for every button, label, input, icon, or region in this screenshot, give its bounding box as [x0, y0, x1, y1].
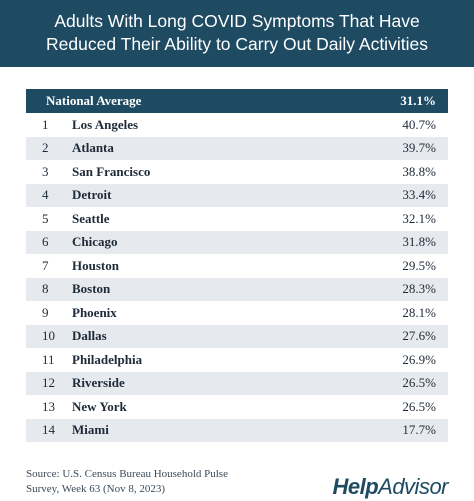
- ranking-table: National Average 31.1% 1 Los Angeles 40.7%…: [26, 89, 448, 442]
- row-percentage: 39.7%: [402, 140, 436, 156]
- row-rank: 3: [42, 163, 49, 179]
- national-average-label: National Average: [46, 93, 142, 108]
- row-city: New York: [72, 398, 127, 414]
- table-row: 4 Detroit 33.4%: [26, 183, 448, 207]
- row-rank: 1: [42, 116, 49, 132]
- row-percentage: 40.7%: [402, 116, 436, 132]
- row-percentage: 26.9%: [402, 351, 436, 367]
- row-rank: 9: [42, 304, 49, 320]
- row-rank: 12: [42, 375, 55, 391]
- source-line-1: Source: U.S. Census Bureau Household Pul…: [26, 468, 228, 480]
- row-rank: 2: [42, 140, 49, 156]
- row-percentage: 17.7%: [402, 422, 436, 438]
- logo-help-text: Help: [332, 474, 379, 499]
- row-rank: 11: [42, 351, 55, 367]
- table-row: 5 Seattle 32.1%: [26, 207, 448, 231]
- row-city: Seattle: [72, 210, 110, 226]
- row-city: Dallas: [72, 328, 107, 344]
- title-line-1: Adults With Long COVID Symptoms That Hav…: [54, 11, 420, 31]
- table-row: 9 Phoenix 28.1%: [26, 301, 448, 325]
- row-rank: 8: [42, 281, 49, 297]
- title-line-2: Reduced Their Ability to Carry Out Daily…: [46, 34, 428, 54]
- table-row: 13 New York 26.5%: [26, 395, 448, 419]
- source-line-2: Survey, Week 63 (Nov 8, 2023): [26, 483, 166, 495]
- national-average-row: National Average 31.1%: [26, 89, 448, 113]
- row-percentage: 38.8%: [402, 163, 436, 179]
- row-rank: 7: [42, 257, 49, 273]
- table-row: 6 Chicago 31.8%: [26, 230, 448, 254]
- title-banner: Adults With Long COVID Symptoms That Hav…: [0, 0, 474, 67]
- row-percentage: 33.4%: [402, 187, 436, 203]
- row-rank: 5: [42, 210, 49, 226]
- table-row: 7 Houston 29.5%: [26, 254, 448, 278]
- table-row: 3 San Francisco 38.8%: [26, 160, 448, 184]
- row-city: Miami: [72, 422, 109, 438]
- table-row: 11 Philadelphia 26.9%: [26, 348, 448, 372]
- row-rank: 10: [42, 328, 55, 344]
- row-percentage: 28.3%: [402, 281, 436, 297]
- source-note: Source: U.S. Census Bureau Household Pul…: [26, 467, 228, 497]
- row-percentage: 26.5%: [402, 375, 436, 391]
- table-row: 1 Los Angeles 40.7%: [26, 113, 448, 137]
- row-rank: 4: [42, 187, 49, 203]
- row-city: Detroit: [72, 187, 112, 203]
- logo-advisor-text: Advisor: [378, 474, 448, 499]
- row-rank: 14: [42, 422, 55, 438]
- national-average-value: 31.1%: [400, 93, 436, 108]
- row-percentage: 27.6%: [402, 328, 436, 344]
- row-city: Boston: [72, 281, 111, 297]
- table-row: 2 Atlanta 39.7%: [26, 136, 448, 160]
- row-percentage: 31.8%: [402, 234, 436, 250]
- row-rank: 13: [42, 398, 55, 414]
- table-row: 10 Dallas 27.6%: [26, 324, 448, 348]
- row-city: Atlanta: [72, 140, 114, 156]
- row-city: Philadelphia: [72, 351, 143, 367]
- row-percentage: 28.1%: [402, 304, 436, 320]
- row-city: Phoenix: [72, 304, 117, 320]
- row-city: Houston: [72, 257, 119, 273]
- row-city: Los Angeles: [72, 116, 139, 132]
- table-row: 8 Boston 28.3%: [26, 277, 448, 301]
- row-percentage: 32.1%: [402, 210, 436, 226]
- row-city: Riverside: [72, 375, 125, 391]
- row-rank: 6: [42, 234, 49, 250]
- row-city: Chicago: [72, 234, 118, 250]
- row-percentage: 29.5%: [402, 257, 436, 273]
- row-city: San Francisco: [72, 163, 151, 179]
- helpadvisor-logo: HelpAdvisor: [332, 474, 448, 500]
- table-row: 14 Miami 17.7%: [26, 418, 448, 442]
- row-percentage: 26.5%: [402, 398, 436, 414]
- table-row: 12 Riverside 26.5%: [26, 371, 448, 395]
